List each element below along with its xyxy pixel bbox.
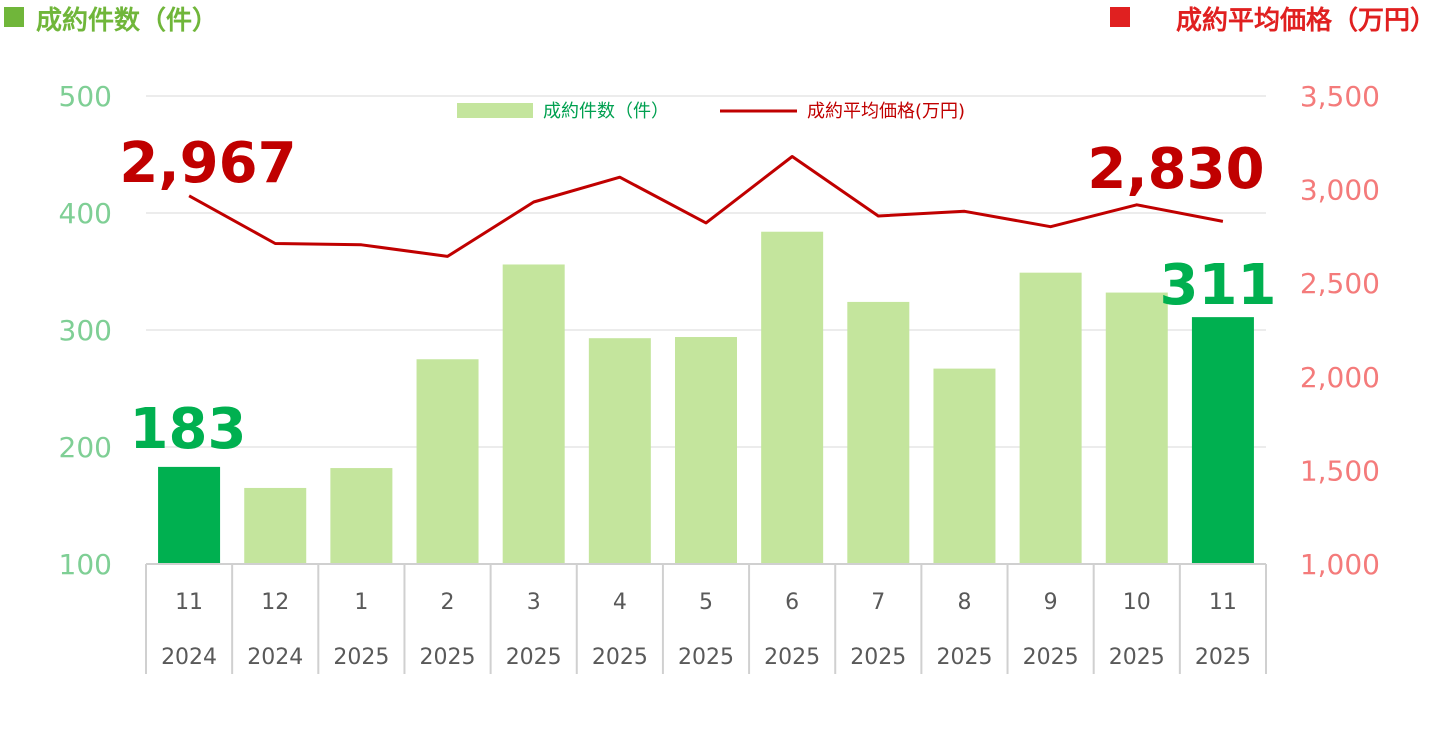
legend-bar-label: 成約件数（件）	[543, 101, 669, 122]
bar	[1191, 317, 1254, 564]
x-tick-month: 7	[871, 590, 885, 615]
x-tick-month: 3	[527, 590, 541, 615]
price-line	[188, 155, 1224, 258]
bar	[588, 338, 651, 564]
right-header-title: 成約平均価格（万円）	[1176, 5, 1436, 36]
bar	[1019, 272, 1082, 564]
bar	[158, 466, 221, 564]
x-tick-month: 6	[785, 590, 799, 615]
bar	[502, 264, 565, 564]
x-tick-year: 2025	[1109, 645, 1165, 670]
left-tick-label: 400	[59, 197, 112, 230]
x-tick-year: 2025	[678, 645, 734, 670]
right-tick-label: 1,500	[1300, 454, 1380, 487]
callout-count-first: 183	[130, 397, 247, 462]
right-tick-label: 1,000	[1300, 548, 1380, 581]
legend-bar-swatch	[457, 103, 533, 118]
right-tick-label: 3,500	[1300, 80, 1380, 113]
line-series	[188, 155, 1224, 258]
x-tick-year: 2025	[850, 645, 906, 670]
right-tick-label: 3,000	[1300, 174, 1380, 207]
left-tick-label: 200	[59, 431, 112, 464]
left-tick-label: 300	[59, 314, 112, 347]
x-tick-month: 12	[261, 590, 289, 615]
x-tick-month: 9	[1044, 590, 1058, 615]
x-tick-year: 2025	[764, 645, 820, 670]
x-tick-year: 2025	[333, 645, 389, 670]
x-tick-year: 2025	[420, 645, 476, 670]
right-axis: 1,000 1,500 2,000 2,500 3,000 3,500	[1300, 80, 1380, 581]
x-tick-year: 2025	[506, 645, 562, 670]
x-tick-year: 2024	[247, 645, 303, 670]
right-header-square-icon	[1110, 7, 1130, 27]
legend: 成約件数（件） 成約平均価格(万円)	[457, 101, 965, 122]
x-tick-month: 8	[957, 590, 971, 615]
x-tick-month: 11	[175, 590, 203, 615]
x-tick-year: 2025	[1195, 645, 1251, 670]
x-axis: 11 2024 12 2024 1 2025 2 2025 3 2025 4 2025 5 2025 6 20…	[145, 563, 1267, 674]
bar-series	[158, 231, 1254, 564]
callout-count-last: 311	[1160, 253, 1277, 318]
x-tick-year: 2024	[161, 645, 217, 670]
x-tick-year: 2025	[592, 645, 648, 670]
bar	[933, 368, 996, 564]
bar	[761, 231, 824, 564]
bar	[1105, 292, 1168, 564]
bar	[847, 301, 910, 564]
bar	[330, 468, 393, 564]
left-axis: 100 200 300 400 500	[59, 80, 112, 581]
bar	[244, 487, 307, 564]
left-tick-label: 100	[59, 548, 112, 581]
x-tick-month: 5	[699, 590, 713, 615]
x-tick-month: 10	[1123, 590, 1151, 615]
x-tick-year: 2025	[936, 645, 992, 670]
x-tick-month: 11	[1209, 590, 1237, 615]
left-tick-label: 500	[59, 80, 112, 113]
x-tick-year: 2025	[1023, 645, 1079, 670]
bar	[675, 337, 737, 564]
callout-price-last: 2,830	[1087, 137, 1264, 202]
x-tick-month: 2	[441, 590, 455, 615]
right-tick-label: 2,000	[1300, 361, 1380, 394]
right-tick-label: 2,500	[1300, 267, 1380, 300]
x-tick-month: 4	[613, 590, 627, 615]
legend-line-label: 成約平均価格(万円)	[807, 101, 965, 122]
left-header-square-icon	[4, 7, 24, 27]
x-tick-month: 1	[354, 590, 368, 615]
callout-price-first: 2,967	[119, 131, 296, 196]
left-header-title: 成約件数（件）	[36, 5, 218, 36]
bar	[416, 359, 479, 564]
